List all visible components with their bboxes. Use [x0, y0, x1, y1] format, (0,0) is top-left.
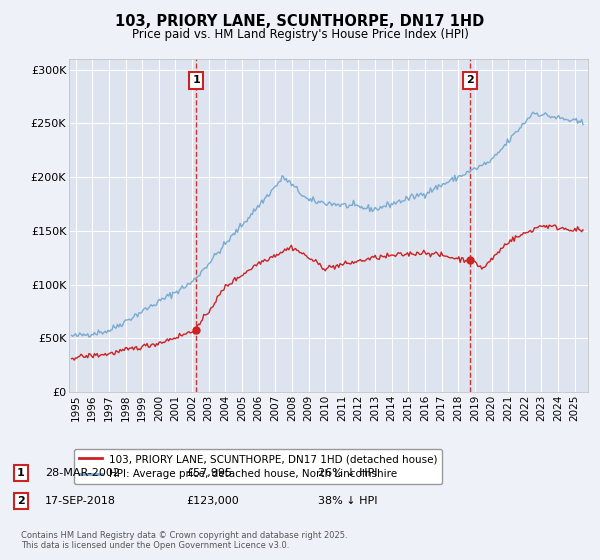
Text: £57,995: £57,995 [186, 468, 232, 478]
Text: 103, PRIORY LANE, SCUNTHORPE, DN17 1HD: 103, PRIORY LANE, SCUNTHORPE, DN17 1HD [115, 14, 485, 29]
Text: 26% ↓ HPI: 26% ↓ HPI [318, 468, 377, 478]
Text: 1: 1 [17, 468, 25, 478]
Text: 17-SEP-2018: 17-SEP-2018 [45, 496, 116, 506]
Legend: 103, PRIORY LANE, SCUNTHORPE, DN17 1HD (detached house), HPI: Average price, det: 103, PRIORY LANE, SCUNTHORPE, DN17 1HD (… [74, 449, 442, 484]
Text: £123,000: £123,000 [186, 496, 239, 506]
Text: 38% ↓ HPI: 38% ↓ HPI [318, 496, 377, 506]
Text: Contains HM Land Registry data © Crown copyright and database right 2025.
This d: Contains HM Land Registry data © Crown c… [21, 530, 347, 550]
Text: 1: 1 [192, 75, 200, 85]
Text: 28-MAR-2002: 28-MAR-2002 [45, 468, 120, 478]
Text: 2: 2 [17, 496, 25, 506]
Text: Price paid vs. HM Land Registry's House Price Index (HPI): Price paid vs. HM Land Registry's House … [131, 28, 469, 41]
Text: 2: 2 [466, 75, 474, 85]
